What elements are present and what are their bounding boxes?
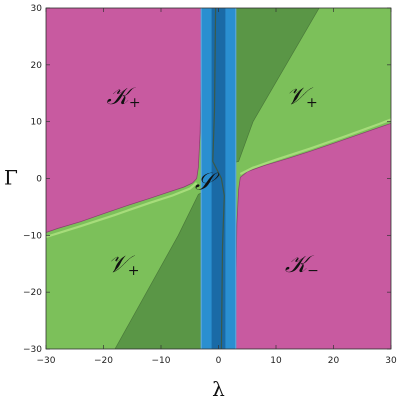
boundary-lower-left-thin-band — [46, 182, 198, 239]
x-axis-ticks: −30 −20 −10 0 10 20 30 — [37, 8, 397, 366]
region-labels: 𝒦+ 𝒱+𝒮𝒱+ 𝒦− — [107, 82, 319, 279]
x-tick-label: 30 — [385, 356, 397, 366]
x-tick-label: −10 — [152, 356, 171, 366]
y-tick-label: −20 — [23, 288, 42, 298]
x-tick-label: 10 — [270, 356, 282, 366]
region-label: 𝒱+ — [286, 82, 318, 111]
y-tick-label: 10 — [31, 118, 43, 128]
y-tick-label: 0 — [36, 175, 42, 185]
y-tick-label: 20 — [31, 61, 43, 71]
x-tick-label: −20 — [94, 356, 113, 366]
x-axis-label: λ — [212, 377, 225, 401]
x-tick-label: 20 — [328, 356, 340, 366]
plot-boundaries — [46, 8, 391, 349]
y-tick-label: −10 — [23, 231, 42, 241]
x-tick-label: 0 — [216, 356, 222, 366]
y-axis-ticks: −30 −20 −10 0 10 20 30 — [23, 4, 391, 355]
boundary-upper-right-thin-band — [239, 118, 391, 175]
y-tick-label: 30 — [31, 4, 43, 14]
x-tick-label: −30 — [37, 356, 56, 366]
region-S-strip-core — [211, 8, 226, 349]
y-axis-label: Γ — [4, 166, 18, 190]
plot-regions — [46, 8, 391, 349]
boundary-s-divider — [212, 8, 225, 349]
y-tick-label: −30 — [23, 345, 42, 355]
